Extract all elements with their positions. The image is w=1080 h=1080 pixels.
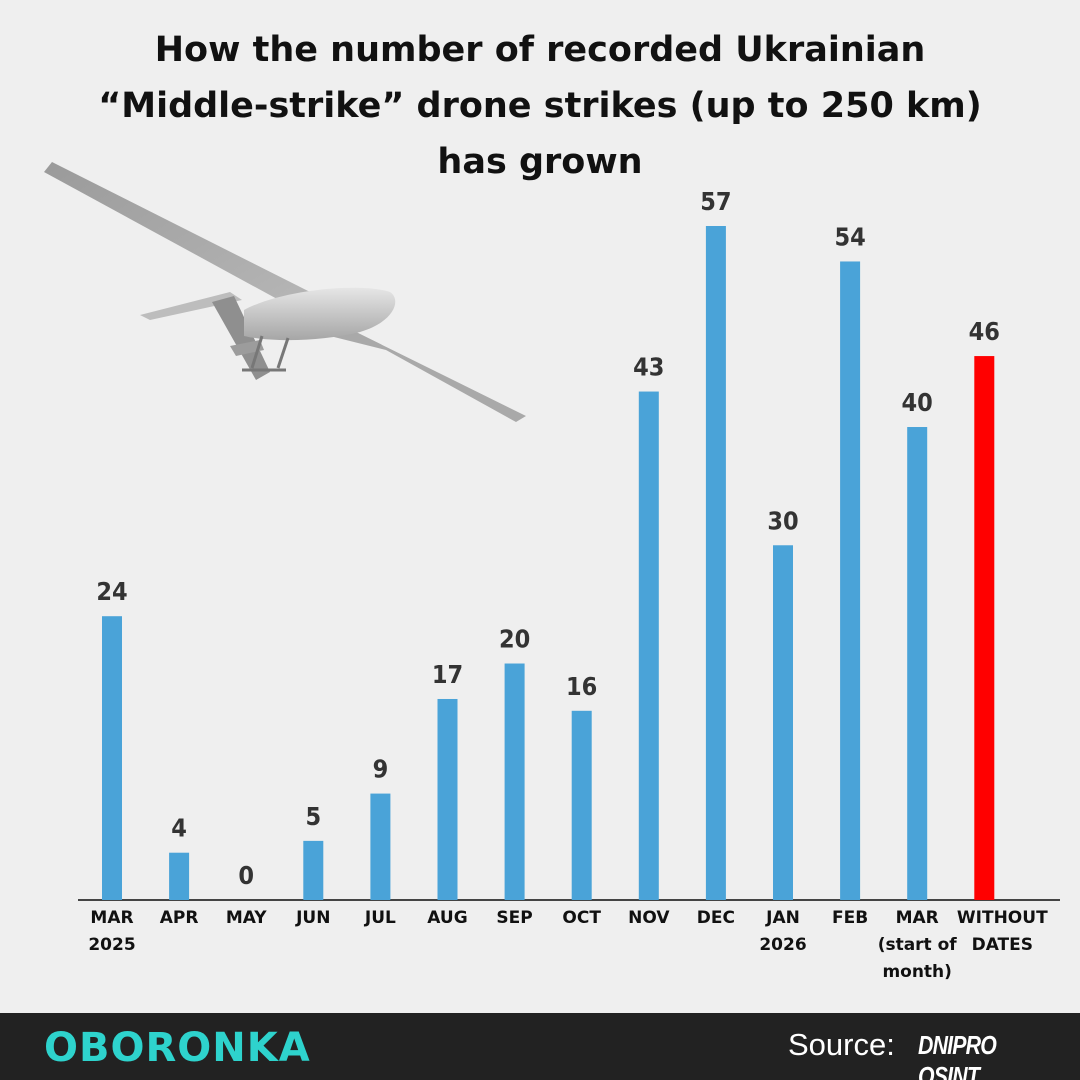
category-label-3: JUN [295, 908, 330, 928]
value-label-10: 30 [767, 506, 798, 535]
category-label-13: WITHOUT DATES [957, 908, 1048, 955]
value-label-4: 9 [373, 755, 389, 784]
title-line-2: “Middle-strike” drone strikes (up to 250… [98, 86, 982, 126]
category-label-11: FEB [832, 908, 868, 928]
value-label-3: 5 [305, 802, 321, 831]
value-label-9: 57 [700, 187, 731, 216]
category-labels-group: MAR 2025 APR MAY JUN JUL AUG SEP OCT NOV DEC JAN 202… [88, 908, 1048, 982]
source-label: Source: [788, 1027, 895, 1062]
bar-7 [571, 710, 592, 900]
source-name: DNIPRO OSINT [918, 1030, 997, 1080]
brand-logo: OBORONKA [44, 1025, 311, 1071]
value-label-5: 17 [432, 660, 463, 689]
chart-title: How the number of recorded Ukrainian “Mi… [20, 22, 1060, 190]
bar-0 [102, 616, 122, 900]
value-label-0: 24 [96, 577, 127, 606]
bar-11 [840, 261, 861, 900]
category-label-5: AUG [427, 908, 467, 928]
category-label-9: DEC [697, 908, 735, 928]
bar-12 [907, 427, 928, 900]
bar-9 [705, 226, 726, 900]
bar-5 [437, 698, 458, 900]
category-label-8: NOV [628, 908, 670, 928]
value-label-11: 54 [834, 222, 865, 251]
value-label-8: 43 [633, 353, 664, 382]
footer-bar: OBORONKA Source: DNIPRO OSINT [0, 1013, 1080, 1080]
category-label-10: JAN 2026 [759, 908, 806, 955]
drone-icon [44, 162, 526, 422]
value-label-7: 16 [566, 672, 597, 701]
category-label-2: MAY [226, 908, 267, 928]
bar-4 [370, 793, 391, 900]
bar-10 [773, 545, 793, 900]
value-label-2: 0 [238, 861, 254, 890]
category-label-1: APR [160, 908, 199, 928]
bar-8 [638, 391, 659, 900]
category-label-6: SEP [496, 908, 532, 928]
category-label-7: OCT [562, 908, 601, 928]
title-line-1: How the number of recorded Ukrainian [154, 30, 926, 70]
bar-6 [504, 663, 525, 900]
value-label-1: 4 [171, 814, 187, 843]
bar-13 [974, 356, 995, 900]
bars-group [102, 226, 995, 900]
value-label-6: 20 [499, 625, 530, 654]
value-label-13: 46 [969, 317, 1000, 346]
bar-3 [303, 840, 324, 900]
category-label-4: JUL [364, 908, 396, 928]
title-line-3: has grown [437, 142, 643, 182]
bar-1 [169, 852, 190, 900]
category-label-0: MAR 2025 [88, 908, 135, 955]
value-label-12: 40 [902, 388, 933, 417]
category-label-12: MAR (start of month) [878, 908, 958, 982]
